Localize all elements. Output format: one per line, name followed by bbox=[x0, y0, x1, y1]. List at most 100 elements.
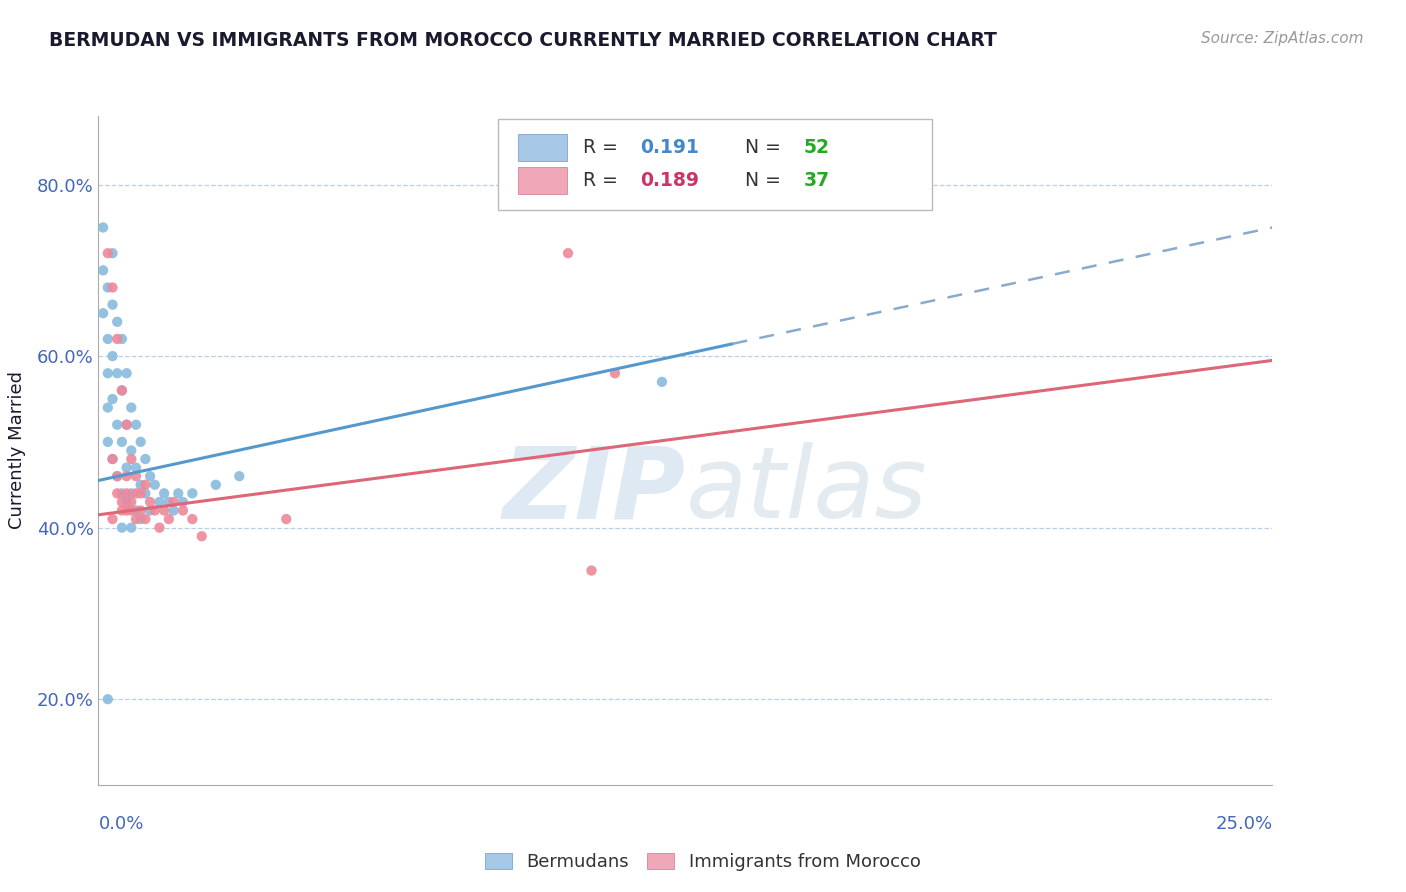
Text: BERMUDAN VS IMMIGRANTS FROM MOROCCO CURRENTLY MARRIED CORRELATION CHART: BERMUDAN VS IMMIGRANTS FROM MOROCCO CURR… bbox=[49, 31, 997, 50]
Point bbox=[120, 401, 142, 415]
Point bbox=[125, 486, 148, 500]
Point bbox=[276, 512, 298, 526]
Point bbox=[97, 280, 120, 294]
Point bbox=[120, 503, 142, 517]
Point bbox=[148, 521, 170, 535]
Point bbox=[129, 434, 152, 449]
Text: 0.191: 0.191 bbox=[640, 138, 699, 157]
Point bbox=[101, 452, 124, 467]
Point bbox=[190, 529, 212, 543]
Point bbox=[157, 512, 180, 526]
Point bbox=[111, 384, 134, 398]
FancyBboxPatch shape bbox=[517, 134, 567, 161]
Text: 25.0%: 25.0% bbox=[1215, 815, 1272, 833]
Point bbox=[91, 263, 114, 277]
Point bbox=[148, 495, 170, 509]
Point bbox=[111, 503, 134, 517]
Point bbox=[134, 452, 156, 467]
Point bbox=[105, 417, 128, 432]
Point bbox=[167, 486, 190, 500]
Point bbox=[129, 503, 152, 517]
Point bbox=[162, 495, 184, 509]
Point bbox=[153, 503, 176, 517]
Point bbox=[111, 434, 134, 449]
Point bbox=[143, 503, 166, 517]
Text: Source: ZipAtlas.com: Source: ZipAtlas.com bbox=[1201, 31, 1364, 46]
Point bbox=[134, 486, 156, 500]
Point bbox=[205, 477, 228, 491]
Point bbox=[139, 503, 162, 517]
Point bbox=[101, 349, 124, 363]
Point bbox=[101, 298, 124, 312]
Point bbox=[111, 521, 134, 535]
Point bbox=[101, 280, 124, 294]
Text: atlas: atlas bbox=[686, 442, 927, 539]
Point bbox=[115, 417, 138, 432]
Point bbox=[97, 434, 120, 449]
Point bbox=[172, 503, 194, 517]
Point bbox=[125, 503, 148, 517]
Text: R =: R = bbox=[583, 138, 624, 157]
Point bbox=[120, 495, 142, 509]
Point bbox=[105, 315, 128, 329]
Point bbox=[105, 469, 128, 483]
Point bbox=[101, 392, 124, 406]
Point bbox=[139, 469, 162, 483]
Point bbox=[129, 486, 152, 500]
Point bbox=[101, 452, 124, 467]
Point bbox=[153, 486, 176, 500]
Point bbox=[115, 503, 138, 517]
Point bbox=[115, 486, 138, 500]
Y-axis label: Currently Married: Currently Married bbox=[7, 371, 25, 530]
Text: N =: N = bbox=[745, 138, 787, 157]
Point bbox=[111, 332, 134, 346]
Point bbox=[97, 401, 120, 415]
Point bbox=[120, 452, 142, 467]
Point bbox=[181, 512, 204, 526]
Point bbox=[97, 692, 120, 706]
Point bbox=[603, 366, 626, 380]
Point bbox=[115, 460, 138, 475]
Point bbox=[120, 521, 142, 535]
Point bbox=[651, 375, 673, 389]
Point bbox=[139, 495, 162, 509]
Point bbox=[105, 486, 128, 500]
Point bbox=[91, 306, 114, 320]
Point bbox=[111, 384, 134, 398]
Point bbox=[105, 366, 128, 380]
Point bbox=[134, 512, 156, 526]
Point bbox=[91, 220, 114, 235]
Point bbox=[97, 366, 120, 380]
Point bbox=[129, 477, 152, 491]
Point bbox=[105, 332, 128, 346]
Point bbox=[125, 460, 148, 475]
Point bbox=[557, 246, 579, 260]
Point bbox=[97, 332, 120, 346]
Point bbox=[115, 495, 138, 509]
Point bbox=[105, 469, 128, 483]
Legend: Bermudans, Immigrants from Morocco: Bermudans, Immigrants from Morocco bbox=[478, 846, 928, 879]
Point bbox=[162, 503, 184, 517]
Point bbox=[129, 512, 152, 526]
Point bbox=[97, 246, 120, 260]
Point bbox=[111, 495, 134, 509]
Point bbox=[134, 477, 156, 491]
Text: 0.0%: 0.0% bbox=[98, 815, 143, 833]
Text: 0.189: 0.189 bbox=[640, 171, 699, 190]
Point bbox=[172, 495, 194, 509]
Text: N =: N = bbox=[745, 171, 787, 190]
Text: 37: 37 bbox=[804, 171, 830, 190]
Point bbox=[120, 486, 142, 500]
Point bbox=[143, 477, 166, 491]
Point bbox=[125, 417, 148, 432]
Text: R =: R = bbox=[583, 171, 624, 190]
Point bbox=[101, 246, 124, 260]
Point bbox=[157, 495, 180, 509]
Point bbox=[228, 469, 250, 483]
Point bbox=[111, 486, 134, 500]
Point bbox=[101, 512, 124, 526]
Point bbox=[125, 469, 148, 483]
Text: 52: 52 bbox=[804, 138, 830, 157]
Point bbox=[581, 564, 603, 578]
Point bbox=[115, 417, 138, 432]
